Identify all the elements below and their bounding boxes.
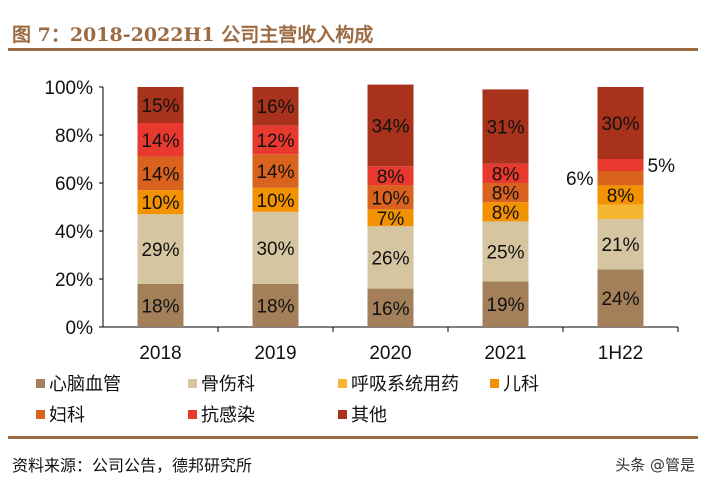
bar-segment [367, 84, 414, 167]
bar-segment [597, 171, 644, 186]
data-label: 16% [371, 299, 409, 320]
bar-segment [137, 214, 184, 284]
legend-label: 儿科 [503, 374, 539, 395]
bar-segment [367, 226, 414, 289]
data-label: 8% [492, 203, 520, 224]
legend-item: 儿科 [490, 370, 539, 396]
data-label: 16% [256, 97, 294, 118]
legend-label: 妇科 [49, 405, 85, 426]
bar-segment [597, 204, 644, 219]
data-label: 18% [256, 296, 294, 317]
bar-segment [597, 87, 644, 159]
legend-label: 抗感染 [201, 405, 255, 426]
y-tick-label: 100% [44, 78, 93, 99]
legend-item: 心脑血管 [36, 370, 121, 396]
data-label: 19% [486, 295, 524, 316]
data-label: 29% [141, 240, 179, 261]
bar-segment [252, 187, 299, 212]
x-tick-label: 2021 [484, 343, 526, 364]
x-tick-label: 2019 [254, 343, 296, 364]
x-tick-label: 2018 [139, 343, 181, 364]
x-tick-label: 2020 [369, 343, 411, 364]
bar-segment [137, 156, 184, 191]
bar-segment [137, 190, 184, 215]
legend-label: 呼吸系统用药 [351, 374, 459, 395]
legend-item: 抗感染 [188, 401, 255, 427]
legend-label: 骨伤科 [201, 374, 255, 395]
legend-swatch [490, 378, 499, 388]
footer-divider [8, 436, 698, 439]
legend-item: 呼吸系统用药 [338, 370, 459, 396]
legend-swatch [36, 409, 45, 419]
bar-segment [252, 87, 299, 126]
data-label: 8% [607, 186, 635, 207]
bar-segment [137, 283, 184, 327]
bar-segment [367, 288, 414, 327]
bar-segment [252, 211, 299, 284]
bar-segment [137, 123, 184, 157]
legend-swatch [338, 409, 347, 419]
bar-segment [367, 185, 414, 210]
legend-item: 骨伤科 [188, 370, 255, 396]
data-label: 14% [256, 162, 294, 183]
legend-swatch [338, 378, 347, 388]
bar-segment [597, 159, 644, 171]
data-label: 21% [601, 235, 639, 256]
bar-segment [367, 166, 414, 186]
data-label: 10% [141, 193, 179, 214]
data-label: 8% [492, 184, 520, 205]
bar-segment [482, 221, 529, 282]
data-label: 5% [648, 156, 676, 177]
data-label: 12% [256, 131, 294, 152]
data-label: 8% [492, 164, 520, 185]
bar-segment [252, 125, 299, 155]
source-note: 资料来源：公司公告，德邦研究所 [12, 456, 253, 475]
data-label: 7% [377, 209, 405, 230]
y-tick-label: 40% [55, 222, 93, 243]
data-label: 6% [566, 169, 594, 190]
legend-swatch [36, 378, 45, 388]
data-label: 10% [256, 191, 294, 212]
y-tick-label: 80% [55, 126, 93, 147]
bar-segment [137, 87, 184, 123]
data-label: 18% [141, 296, 179, 317]
data-label: 14% [141, 131, 179, 152]
y-tick-label: 0% [66, 318, 94, 339]
data-label: 34% [371, 116, 409, 137]
bar-segment [597, 219, 644, 270]
x-tick-label: 1H22 [598, 343, 643, 364]
legend-swatch [188, 409, 197, 419]
data-label: 24% [601, 289, 639, 310]
data-label: 10% [371, 188, 409, 209]
legend-item: 妇科 [36, 401, 85, 427]
bar-segment [597, 185, 644, 205]
legend-swatch [188, 378, 197, 388]
chart-title: 图 7：2018-2022H1 公司主营收入构成 [12, 24, 374, 46]
bar-segment [252, 154, 299, 188]
y-tick-label: 20% [55, 270, 93, 291]
legend-label: 其他 [351, 405, 387, 426]
bar-segment [482, 281, 529, 327]
data-label: 25% [486, 242, 524, 263]
data-label: 30% [256, 239, 294, 260]
legend-item: 其他 [338, 401, 387, 427]
legend-label: 心脑血管 [49, 374, 121, 395]
data-label: 8% [377, 167, 405, 188]
data-label: 14% [141, 164, 179, 185]
bar-segment [482, 163, 529, 183]
bar-segment [597, 269, 644, 327]
data-label: 31% [486, 118, 524, 139]
title-divider [8, 48, 698, 51]
data-label: 30% [601, 114, 639, 135]
bar-segment [367, 209, 414, 227]
data-label: 15% [141, 96, 179, 117]
watermark: 头条 @管是 [615, 456, 695, 474]
bar-segment [482, 89, 529, 164]
bar-segment [482, 202, 529, 222]
stacked-bar-chart: 0% 20% 40% 60% 80% 100% 18% 29% 10% 14% 14% 15% 2018… [44, 78, 679, 364]
y-tick-label: 60% [55, 174, 93, 195]
bar-segment [252, 283, 299, 327]
data-label: 26% [371, 248, 409, 269]
bar-segment [482, 183, 529, 203]
